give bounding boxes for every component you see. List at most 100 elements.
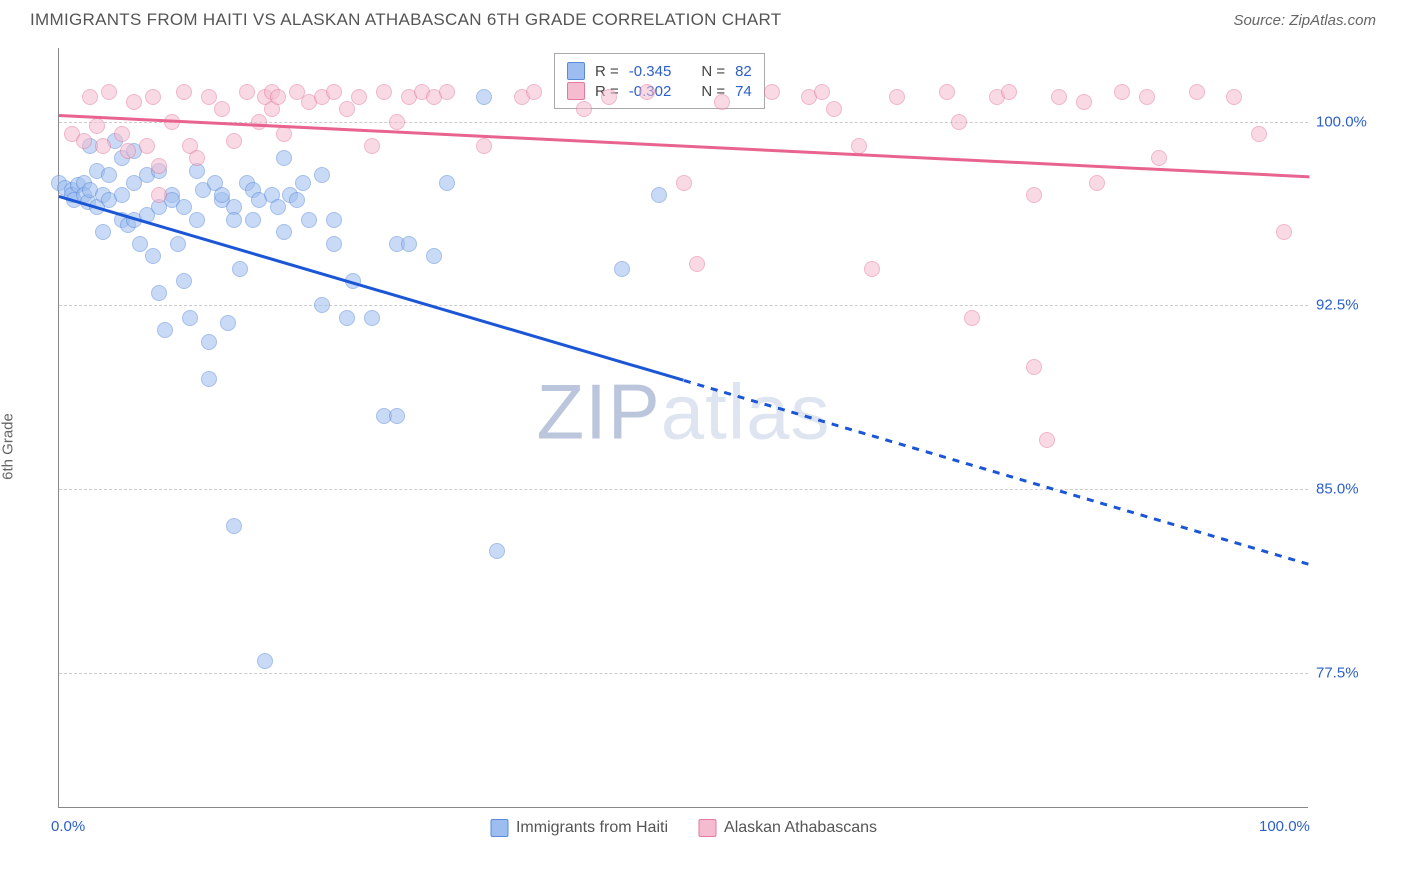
- watermark-part-a: ZIP: [536, 368, 660, 456]
- data-point: [1026, 359, 1042, 375]
- data-point: [526, 84, 542, 100]
- data-point: [276, 224, 292, 240]
- data-point: [676, 175, 692, 191]
- data-point: [214, 101, 230, 117]
- data-point: [132, 236, 148, 252]
- data-point: [476, 138, 492, 154]
- data-point: [1051, 89, 1067, 105]
- data-point: [114, 187, 130, 203]
- data-point: [220, 315, 236, 331]
- legend-item: Alaskan Athabascans: [698, 819, 877, 837]
- data-point: [339, 310, 355, 326]
- y-tick-label: 92.5%: [1316, 297, 1396, 314]
- data-point: [314, 167, 330, 183]
- trend-line: [59, 114, 1309, 178]
- data-point: [614, 261, 630, 277]
- n-value: 74: [735, 83, 752, 100]
- data-point: [1039, 432, 1055, 448]
- data-point: [1139, 89, 1155, 105]
- data-point: [189, 212, 205, 228]
- data-point: [476, 89, 492, 105]
- legend-swatch: [567, 62, 585, 80]
- y-tick-label: 85.0%: [1316, 481, 1396, 498]
- data-point: [864, 261, 880, 277]
- trend-line: [684, 379, 1310, 565]
- data-point: [439, 84, 455, 100]
- data-point: [364, 138, 380, 154]
- legend-label: Immigrants from Haiti: [516, 819, 668, 837]
- data-point: [120, 143, 136, 159]
- data-point: [257, 653, 273, 669]
- data-point: [389, 408, 405, 424]
- data-point: [289, 192, 305, 208]
- data-point: [714, 94, 730, 110]
- data-point: [276, 150, 292, 166]
- data-point: [689, 256, 705, 272]
- data-point: [639, 84, 655, 100]
- data-point: [189, 150, 205, 166]
- series-legend: Immigrants from Haiti Alaskan Athabascans: [490, 819, 877, 837]
- data-point: [964, 310, 980, 326]
- data-point: [270, 199, 286, 215]
- legend-stat-row: R = -0.345 N = 82: [567, 62, 752, 80]
- legend-label: Alaskan Athabascans: [724, 819, 877, 837]
- data-point: [126, 94, 142, 110]
- data-point: [114, 126, 130, 142]
- data-point: [170, 236, 186, 252]
- data-point: [426, 248, 442, 264]
- data-point: [301, 212, 317, 228]
- legend-swatch: [567, 82, 585, 100]
- data-point: [276, 126, 292, 142]
- data-point: [226, 212, 242, 228]
- n-label: N =: [701, 63, 725, 80]
- data-point: [270, 89, 286, 105]
- data-point: [1189, 84, 1205, 100]
- data-point: [176, 273, 192, 289]
- legend-swatch: [698, 819, 716, 837]
- data-point: [851, 138, 867, 154]
- data-point: [145, 89, 161, 105]
- data-point: [251, 114, 267, 130]
- x-tick-label: 100.0%: [1259, 818, 1310, 835]
- data-point: [157, 322, 173, 338]
- data-point: [201, 371, 217, 387]
- plot-area: ZIPatlas R =-0.345N =82R =-0.302N =74 Im…: [58, 48, 1308, 808]
- data-point: [889, 89, 905, 105]
- legend-item: Immigrants from Haiti: [490, 819, 668, 837]
- r-label: R =: [595, 63, 619, 80]
- data-point: [201, 334, 217, 350]
- data-point: [245, 212, 261, 228]
- data-point: [151, 285, 167, 301]
- r-value: -0.345: [629, 63, 672, 80]
- data-point: [95, 138, 111, 154]
- y-axis-label: 6th Grade: [0, 413, 17, 480]
- data-point: [601, 89, 617, 105]
- data-point: [76, 133, 92, 149]
- n-value: 82: [735, 63, 752, 80]
- chart-container: 6th Grade ZIPatlas R =-0.345N =82R =-0.3…: [0, 38, 1406, 838]
- data-point: [101, 84, 117, 100]
- gridline: [59, 305, 1308, 306]
- data-point: [139, 138, 155, 154]
- data-point: [939, 84, 955, 100]
- data-point: [814, 84, 830, 100]
- data-point: [1251, 126, 1267, 142]
- chart-header: IMMIGRANTS FROM HAITI VS ALASKAN ATHABAS…: [0, 0, 1406, 38]
- chart-title: IMMIGRANTS FROM HAITI VS ALASKAN ATHABAS…: [30, 10, 781, 30]
- gridline: [59, 673, 1308, 674]
- data-point: [326, 236, 342, 252]
- data-point: [314, 297, 330, 313]
- data-point: [326, 212, 342, 228]
- data-point: [651, 187, 667, 203]
- data-point: [295, 175, 311, 191]
- data-point: [826, 101, 842, 117]
- data-point: [89, 118, 105, 134]
- legend-swatch: [490, 819, 508, 837]
- x-tick-label: 0.0%: [51, 818, 85, 835]
- data-point: [145, 248, 161, 264]
- chart-source: Source: ZipAtlas.com: [1233, 12, 1376, 29]
- data-point: [1089, 175, 1105, 191]
- data-point: [176, 199, 192, 215]
- data-point: [1076, 94, 1092, 110]
- data-point: [364, 310, 380, 326]
